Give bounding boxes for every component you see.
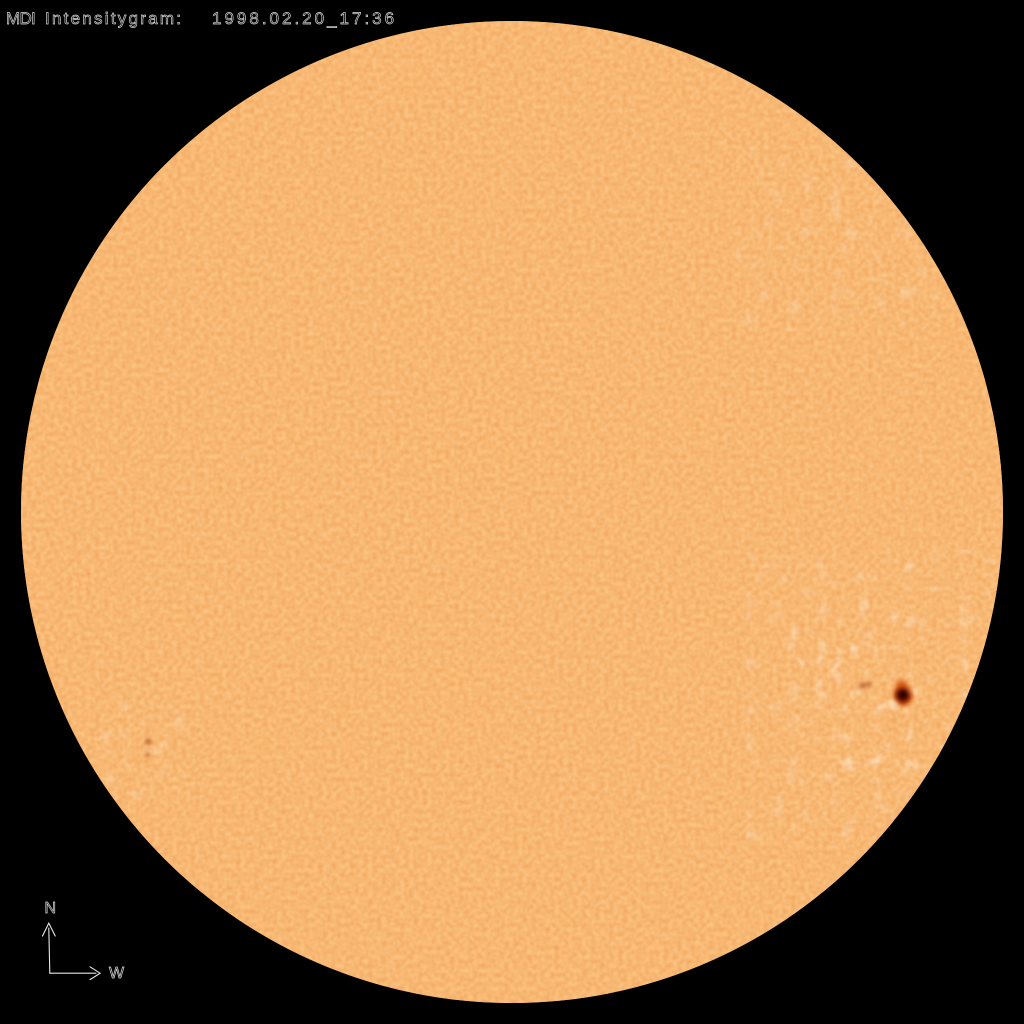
svg-text:N: N — [45, 900, 57, 917]
svg-text:MDI Intensitygram:: MDI Intensitygram: 1998.02.20_17:36 — [0, 9, 421, 28]
svg-text:W: W — [109, 965, 125, 982]
